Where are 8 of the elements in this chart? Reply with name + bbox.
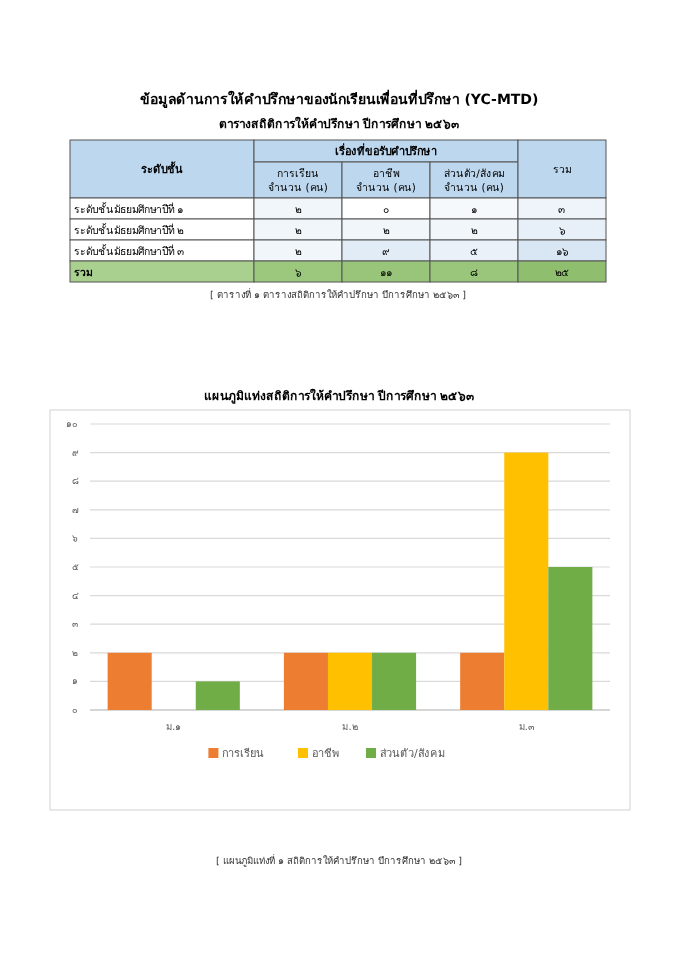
bar bbox=[548, 567, 593, 710]
bar bbox=[283, 652, 328, 710]
bar bbox=[107, 652, 152, 710]
bar bbox=[195, 681, 240, 710]
bar bbox=[327, 652, 373, 710]
bar bbox=[372, 652, 417, 710]
bar bbox=[460, 652, 505, 710]
bar bbox=[504, 452, 549, 710]
